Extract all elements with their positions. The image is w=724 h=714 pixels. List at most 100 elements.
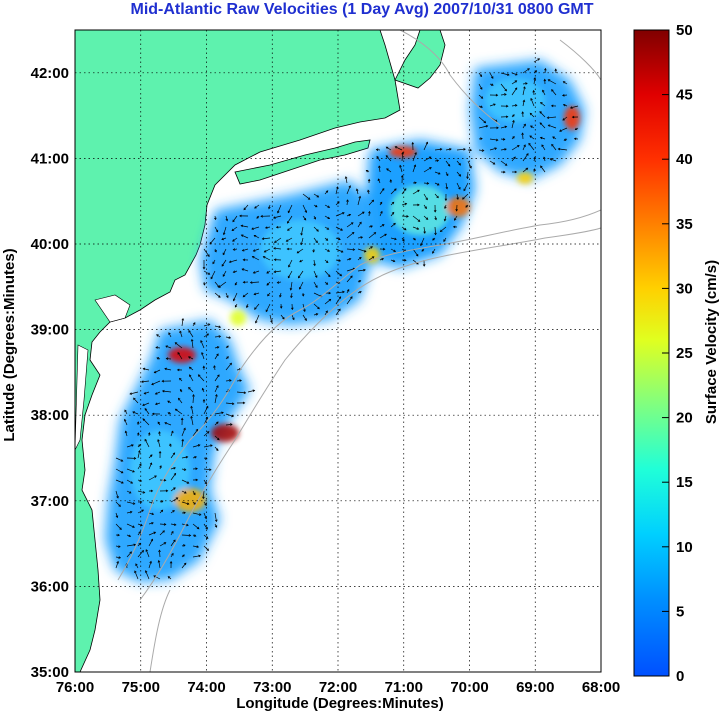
velocity-arrow-head [287,221,290,224]
velocity-arrow [456,171,461,177]
velocity-arrow-head [496,126,499,130]
velocity-arrow-head [327,205,331,208]
velocity-arrow [434,193,439,198]
velocity-arrow-head [304,318,307,321]
velocity-arrow-head [270,320,273,323]
velocity-arrow [165,345,172,349]
velocity-arrow [137,463,142,470]
velocity-arrow [203,270,210,275]
velocity-arrow-head [428,156,432,159]
velocity-arrow-head [118,504,121,507]
velocity-arrow-head [217,437,220,441]
velocity-arrow [142,418,150,426]
velocity-arrow-head [298,275,301,279]
velocity-arrow [478,72,482,77]
velocity-arrows [115,58,579,580]
velocity-arrow [298,270,304,278]
velocity-arrow [126,511,132,514]
velocity-arrow-head [253,234,257,238]
velocity-arrow-head [200,339,203,343]
velocity-arrow [412,215,421,222]
velocity-arrow-head [317,306,320,310]
velocity-arrow-head [327,249,331,252]
velocity-arrow [500,126,507,129]
velocity-arrow [511,145,520,151]
velocity-arrow [181,427,186,437]
velocity-arrow-head [315,313,319,316]
velocity-arrow [324,299,331,305]
velocity-arrow-head [523,123,526,127]
velocity-arrow-head [189,374,192,377]
velocity-arrow-head [377,178,381,182]
velocity-arrow [170,430,174,437]
velocity-arrow [203,431,210,437]
velocity-arrow [530,98,535,107]
velocity-arrow-head [261,237,265,241]
velocity-arrow-head [155,346,159,349]
velocity-arrow-head [252,389,256,393]
velocity-arrow [266,281,271,286]
velocity-arrow [544,68,546,74]
velocity-arrow [562,116,568,121]
velocity-arrow [148,539,153,547]
velocity-arrow-head [190,405,193,409]
velocity-arrow-head [466,176,469,180]
velocity-arrow-head [227,389,231,392]
velocity-arrow-head [179,330,182,334]
velocity-arrow [463,182,469,191]
velocity-arrow-head [206,333,210,336]
velocity-arrow-head [417,189,420,193]
x-tick-label: 70:00 [450,679,488,696]
velocity-arrow [192,545,199,548]
velocity-arrow-head [173,472,177,476]
velocity-arrow [241,268,249,272]
velocity-arrow [214,226,219,232]
velocity-arrow [511,120,515,129]
velocity-arrow [462,193,469,200]
velocity-arrow [563,81,568,85]
velocity-arrow-head [204,457,208,460]
velocity-arrow-head [506,73,510,76]
velocity-arrow [302,215,307,221]
velocity-arrow-head [201,387,205,391]
velocity-arrow-head [527,68,530,71]
velocity-arrow-head [562,103,566,107]
velocity-arrow [145,549,150,558]
velocity-arrow-head [287,275,291,279]
velocity-arrow-head [504,88,507,92]
velocity-arrow [412,152,417,162]
velocity-arrow [225,215,228,221]
velocity-arrow-head [384,233,387,237]
velocity-arrow-head [385,155,389,158]
velocity-arrow-head [119,527,122,531]
velocity-arrow-head [216,385,219,388]
velocity-arrow-head [315,285,318,288]
velocity-arrow-head [157,421,161,425]
velocity-arrow [203,534,209,539]
x-axis-label: Longitude (Degrees:Minutes) [236,695,444,712]
velocity-arrow-head [143,391,147,395]
velocity-arrow [386,146,392,151]
colorbar-tick-label: 15 [676,474,693,491]
velocity-arrow [522,86,526,96]
velocity-arrow-head [243,391,247,395]
velocity-arrow-head [422,264,426,267]
velocity-arrow [192,555,201,558]
velocity-arrow [181,318,184,327]
velocity-arrow-head [485,124,489,128]
velocity-arrow-head [273,258,277,262]
velocity-arrow-head [212,261,215,265]
velocity-arrow-head [348,185,351,188]
velocity-arrow [529,135,535,140]
velocity-arrow-head [562,118,565,121]
velocity-arrow-head [202,365,206,369]
velocity-arrow-head [370,225,373,228]
velocity-arrow-head [296,250,300,254]
velocity-arrow [137,531,141,536]
velocity-arrow [158,560,161,569]
velocity-arrow-head [182,554,185,557]
velocity-arrow-head [514,104,518,107]
velocity-arrow [445,182,448,189]
velocity-arrow-head [490,76,494,79]
